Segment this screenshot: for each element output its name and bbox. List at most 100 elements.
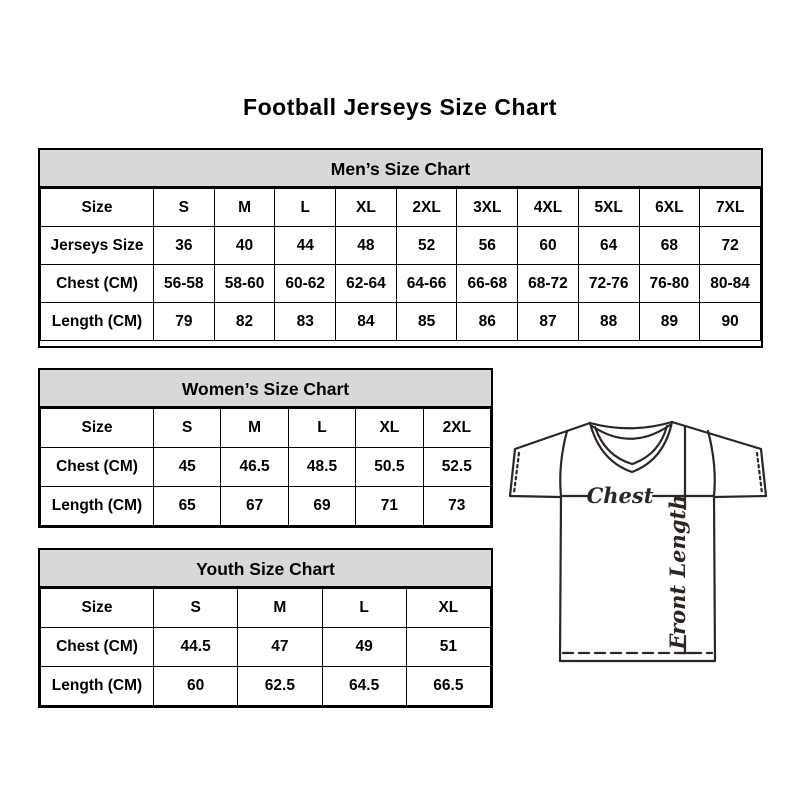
table-row: Jerseys Size 36 40 44 48 52 56 60 64 68 72	[40, 226, 761, 265]
value-cell: M	[237, 588, 323, 628]
value-cell: XL	[355, 408, 424, 448]
value-cell: 83	[274, 302, 337, 341]
table-row: Chest (CM) 56-58 58-60 60-62 62-64 64-66 66-68…	[40, 264, 761, 303]
womens-size-chart-grid: Size S M L XL 2XL Chest (CM) 45 46.5 48.5 50.5 52.5…	[40, 408, 492, 526]
value-cell: 69	[287, 486, 357, 526]
value-cell: 40	[213, 226, 276, 265]
value-cell: 90	[699, 302, 761, 341]
value-cell: 89	[638, 302, 701, 341]
value-cell: 44	[274, 226, 337, 265]
value-cell: 49	[321, 627, 407, 667]
table-row: Length (CM) 79 82 83 84 85 86 87 88 89 90	[40, 302, 761, 341]
value-cell: 6XL	[638, 188, 701, 227]
value-cell: 65	[152, 486, 222, 526]
value-cell: 52.5	[422, 447, 492, 487]
value-cell: 45	[152, 447, 222, 487]
mens-size-chart: Men’s Size Chart Size S M L XL 2XL 3XL 4XL 5XL 6X…	[38, 148, 763, 348]
womens-size-chart-title: Women’s Size Chart	[40, 370, 491, 408]
youth-size-chart-title: Youth Size Chart	[40, 550, 491, 588]
youth-size-chart: Youth Size Chart Size S M L XL Chest (CM) 44.5…	[38, 548, 493, 708]
value-cell: 48.5	[287, 447, 357, 487]
front-length-measurement-line	[676, 424, 694, 655]
value-cell: 67	[220, 486, 289, 526]
row-label-cell: Size	[40, 408, 154, 448]
table-row: Size S M L XL 2XL	[40, 408, 492, 448]
row-label-cell: Size	[40, 188, 154, 227]
value-cell: L	[321, 588, 407, 628]
youth-size-chart-grid: Size S M L XL Chest (CM) 44.5 47 49 51 Length (CM)…	[40, 588, 492, 706]
womens-size-chart: Women’s Size Chart Size S M L XL 2XL Chest (CM…	[38, 368, 493, 528]
value-cell: 68-72	[517, 264, 579, 303]
value-cell: S	[152, 588, 239, 628]
row-label-cell: Chest (CM)	[40, 447, 154, 487]
value-cell: 3XL	[456, 188, 519, 227]
value-cell: 62.5	[237, 666, 323, 706]
value-cell: 64.5	[321, 666, 407, 706]
row-label-cell: Length (CM)	[40, 666, 154, 706]
value-cell: 60-62	[274, 264, 337, 303]
jersey-measurement-diagram: Chest Front Length	[508, 420, 768, 663]
value-cell: 76-80	[638, 264, 701, 303]
value-cell: S	[152, 408, 222, 448]
table-row: Length (CM) 60 62.5 64.5 66.5	[40, 666, 492, 706]
value-cell: 73	[422, 486, 492, 526]
value-cell: 7XL	[699, 188, 761, 227]
jersey-body	[558, 494, 717, 663]
value-cell: S	[153, 188, 215, 227]
chest-label: Chest	[587, 483, 654, 508]
value-cell: 84	[335, 302, 397, 341]
value-cell: 60	[517, 226, 579, 265]
mens-size-chart-title: Men’s Size Chart	[40, 150, 761, 188]
value-cell: 48	[335, 226, 397, 265]
value-cell: 4XL	[517, 188, 579, 227]
value-cell: 5XL	[577, 188, 640, 227]
value-cell: L	[274, 188, 337, 227]
value-cell: 66.5	[405, 666, 492, 706]
row-label-cell: Length (CM)	[40, 302, 154, 341]
row-label-cell: Chest (CM)	[40, 264, 154, 303]
value-cell: 51	[405, 627, 492, 667]
value-cell: XL	[405, 588, 492, 628]
value-cell: 47	[237, 627, 323, 667]
value-cell: L	[287, 408, 357, 448]
value-cell: 86	[456, 302, 519, 341]
right-sleeve-seam-dashed-line	[755, 451, 764, 495]
table-row: Length (CM) 65 67 69 71 73	[40, 486, 492, 526]
jersey-left-sleeve	[508, 421, 592, 499]
value-cell: 52	[395, 226, 458, 265]
table-row: Size S M L XL	[40, 588, 492, 628]
value-cell: 72	[699, 226, 761, 265]
row-label-cell: Chest (CM)	[40, 627, 154, 667]
value-cell: 2XL	[422, 408, 492, 448]
value-cell: 88	[577, 302, 640, 341]
table-row: Chest (CM) 45 46.5 48.5 50.5 52.5	[40, 447, 492, 487]
value-cell: 56	[456, 226, 519, 265]
mens-size-chart-grid: Size S M L XL 2XL 3XL 4XL 5XL 6XL 7XL Jerseys Size 3…	[40, 188, 761, 341]
value-cell: 80-84	[699, 264, 761, 303]
left-sleeve-seam-dashed-line	[512, 451, 521, 495]
row-label-cell: Jerseys Size	[40, 226, 154, 265]
row-label-cell: Length (CM)	[40, 486, 154, 526]
page-title: Football Jerseys Size Chart	[243, 94, 557, 120]
value-cell: 66-68	[456, 264, 519, 303]
value-cell: 87	[517, 302, 579, 341]
value-cell: 72-76	[577, 264, 640, 303]
value-cell: 85	[395, 302, 458, 341]
value-cell: 64-66	[395, 264, 458, 303]
front-length-label: Front Length	[665, 495, 690, 651]
value-cell: M	[213, 188, 276, 227]
value-cell: 64	[577, 226, 640, 265]
value-cell: 2XL	[395, 188, 458, 227]
value-cell: 68	[638, 226, 701, 265]
value-cell: M	[220, 408, 289, 448]
value-cell: 82	[213, 302, 276, 341]
jersey-v-neck-collar	[588, 420, 674, 474]
value-cell: 36	[153, 226, 215, 265]
value-cell: 71	[355, 486, 424, 526]
value-cell: 62-64	[335, 264, 397, 303]
table-row: Size S M L XL 2XL 3XL 4XL 5XL 6XL 7XL	[40, 188, 761, 227]
value-cell: 60	[152, 666, 239, 706]
value-cell: 58-60	[213, 264, 276, 303]
table-row: Chest (CM) 44.5 47 49 51	[40, 627, 492, 667]
value-cell: 44.5	[152, 627, 239, 667]
